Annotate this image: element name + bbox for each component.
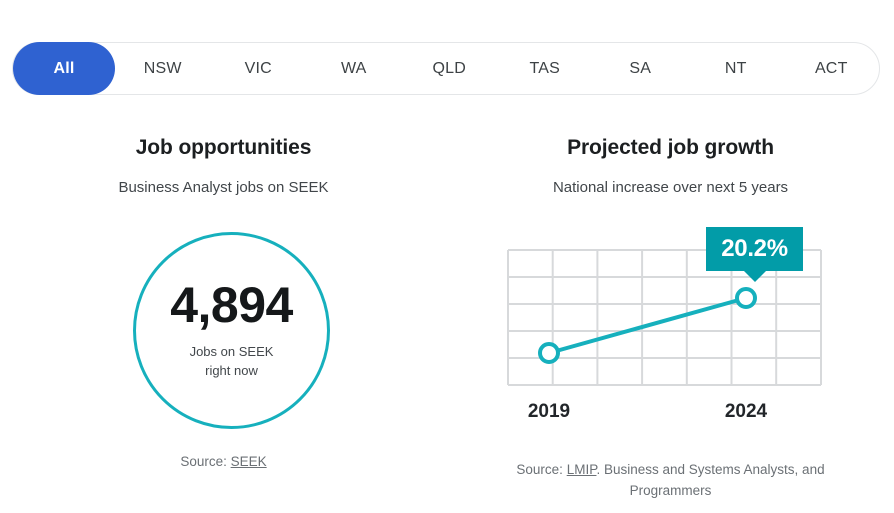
job-opportunities-subtitle: Business Analyst jobs on SEEK [118, 179, 329, 196]
jobs-count-caption-line1: Jobs on SEEK [189, 344, 274, 360]
source-link-seek[interactable]: SEEK [230, 454, 267, 469]
region-tab-label: NSW [143, 59, 182, 77]
projected-growth-source: Source: LMIP. Business and Systems Analy… [447, 460, 894, 502]
data-point-marker-2019[interactable] [538, 342, 560, 364]
region-tab-label: ACT [814, 59, 848, 77]
data-point-marker-2024[interactable] [735, 287, 757, 309]
job-opportunities-source: Source: SEEK [0, 452, 447, 473]
jobs-count-circle: 4,894 Jobs on SEEK right now [133, 232, 330, 429]
region-tab-vic[interactable]: VIC [211, 43, 307, 94]
source-prefix: Source: [180, 454, 231, 469]
region-tab-bar: All NSW VIC WA QLD TAS SA NT ACT [12, 42, 880, 95]
region-tab-label: QLD [432, 59, 466, 77]
region-tab-label: SA [629, 59, 652, 77]
x-axis-label-2019: 2019 [527, 401, 571, 422]
projected-growth-title: Projected job growth [567, 136, 774, 159]
region-tab-label: NT [724, 59, 747, 77]
job-opportunities-panel: Job opportunities Business Analyst jobs … [0, 122, 447, 513]
region-tab-label: WA [340, 59, 367, 77]
stats-panels: Job opportunities Business Analyst jobs … [0, 122, 894, 513]
source-link-lmip[interactable]: LMIP [566, 462, 597, 477]
region-tab-tas[interactable]: TAS [497, 43, 593, 94]
growth-value-callout: 20.2% [706, 227, 803, 282]
region-tab-qld[interactable]: QLD [402, 43, 498, 94]
region-tab-label: TAS [529, 59, 561, 77]
jobs-count-value: 4,894 [170, 277, 293, 334]
growth-trend-line [548, 296, 747, 355]
region-tab-wa[interactable]: WA [306, 43, 402, 94]
region-tab-label: All [53, 59, 75, 77]
region-tab-label: VIC [244, 59, 272, 77]
region-tab-sa[interactable]: SA [593, 43, 689, 94]
jobs-count-circle-ring: 4,894 Jobs on SEEK right now [133, 232, 330, 429]
source-prefix: Source: [516, 462, 567, 477]
chart-x-axis-labels: 2019 2024 [507, 401, 822, 427]
projected-growth-panel: Projected job growth National increase o… [447, 122, 894, 513]
projected-growth-chart: 20.2% [507, 227, 822, 386]
region-tab-nt[interactable]: NT [688, 43, 784, 94]
region-tab-nsw[interactable]: NSW [115, 43, 211, 94]
region-tab-all[interactable]: All [13, 42, 115, 95]
growth-value-text: 20.2% [721, 235, 788, 262]
job-opportunities-title: Job opportunities [135, 136, 312, 159]
growth-line-chart-svg [507, 249, 822, 386]
region-tab-act[interactable]: ACT [784, 43, 880, 94]
projected-growth-subtitle: National increase over next 5 years [552, 179, 789, 196]
jobs-count-caption: Jobs on SEEK right now [190, 343, 274, 381]
jobs-count-caption-line2: right now [205, 363, 258, 378]
source-suffix: . Business and Systems Analysts, and Pro… [596, 462, 825, 498]
x-axis-label-2024: 2024 [724, 401, 768, 422]
chart-gridlines [507, 249, 822, 386]
